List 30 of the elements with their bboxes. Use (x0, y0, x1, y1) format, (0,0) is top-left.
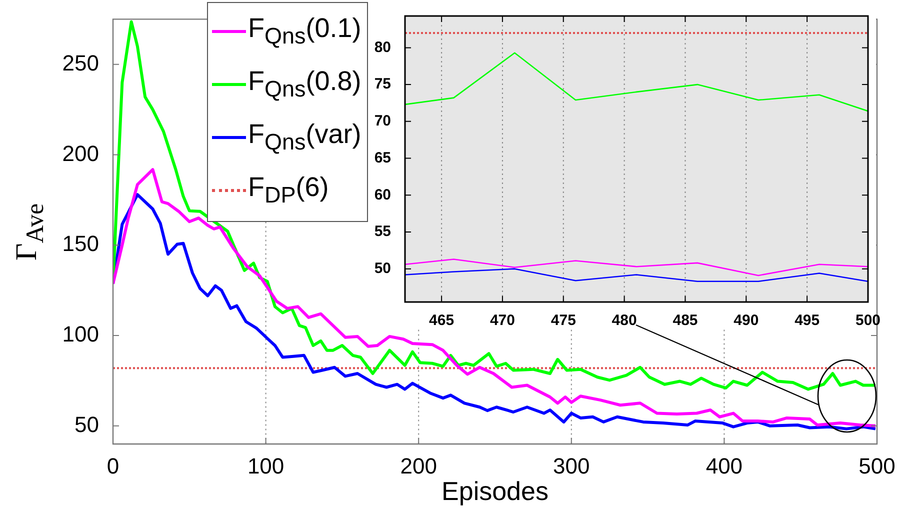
x-tick-label: 480 (612, 312, 637, 330)
y-tick-label: 50 (374, 260, 391, 277)
y-tick-label: 150 (62, 231, 99, 256)
x-tick-label: 400 (706, 453, 743, 478)
x-tick-label: 495 (794, 312, 820, 330)
y-tick-label: 60 (374, 186, 391, 204)
y-tick-label: 70 (374, 112, 391, 130)
x-tick-label: 500 (858, 453, 896, 478)
x-axis-title: Episodes (442, 476, 548, 507)
y-tick-label: 200 (62, 140, 99, 166)
y-tick-label: 55 (374, 223, 391, 240)
x-tick-label: 485 (672, 312, 698, 330)
x-tick-label: 0 (106, 453, 120, 478)
x-tick-label: 500 (855, 312, 881, 330)
y-tick-label: 65 (374, 149, 391, 166)
x-tick-label: 490 (734, 312, 759, 330)
legend-label: F$_{Qns}$(0.8) (248, 66, 362, 103)
y-tick-label: 80 (374, 38, 391, 56)
x-tick-label: 470 (490, 312, 515, 330)
y-tick-label: 250 (62, 50, 99, 76)
x-tick-label: 100 (247, 453, 284, 478)
y-tick-label: 50 (74, 412, 99, 437)
y-tick-label: 75 (374, 76, 391, 93)
legend-label: F$_{Qns}$(0.1) (248, 13, 362, 50)
legend-label: F$_{Qns}$(var) (248, 119, 362, 156)
x-tick-label: 300 (553, 453, 590, 478)
x-tick-label: 200 (400, 453, 437, 478)
x-tick-label: 475 (550, 312, 576, 330)
legend-label: F$_{DP}$(6) (248, 172, 329, 209)
x-tick-label: 465 (429, 312, 454, 330)
